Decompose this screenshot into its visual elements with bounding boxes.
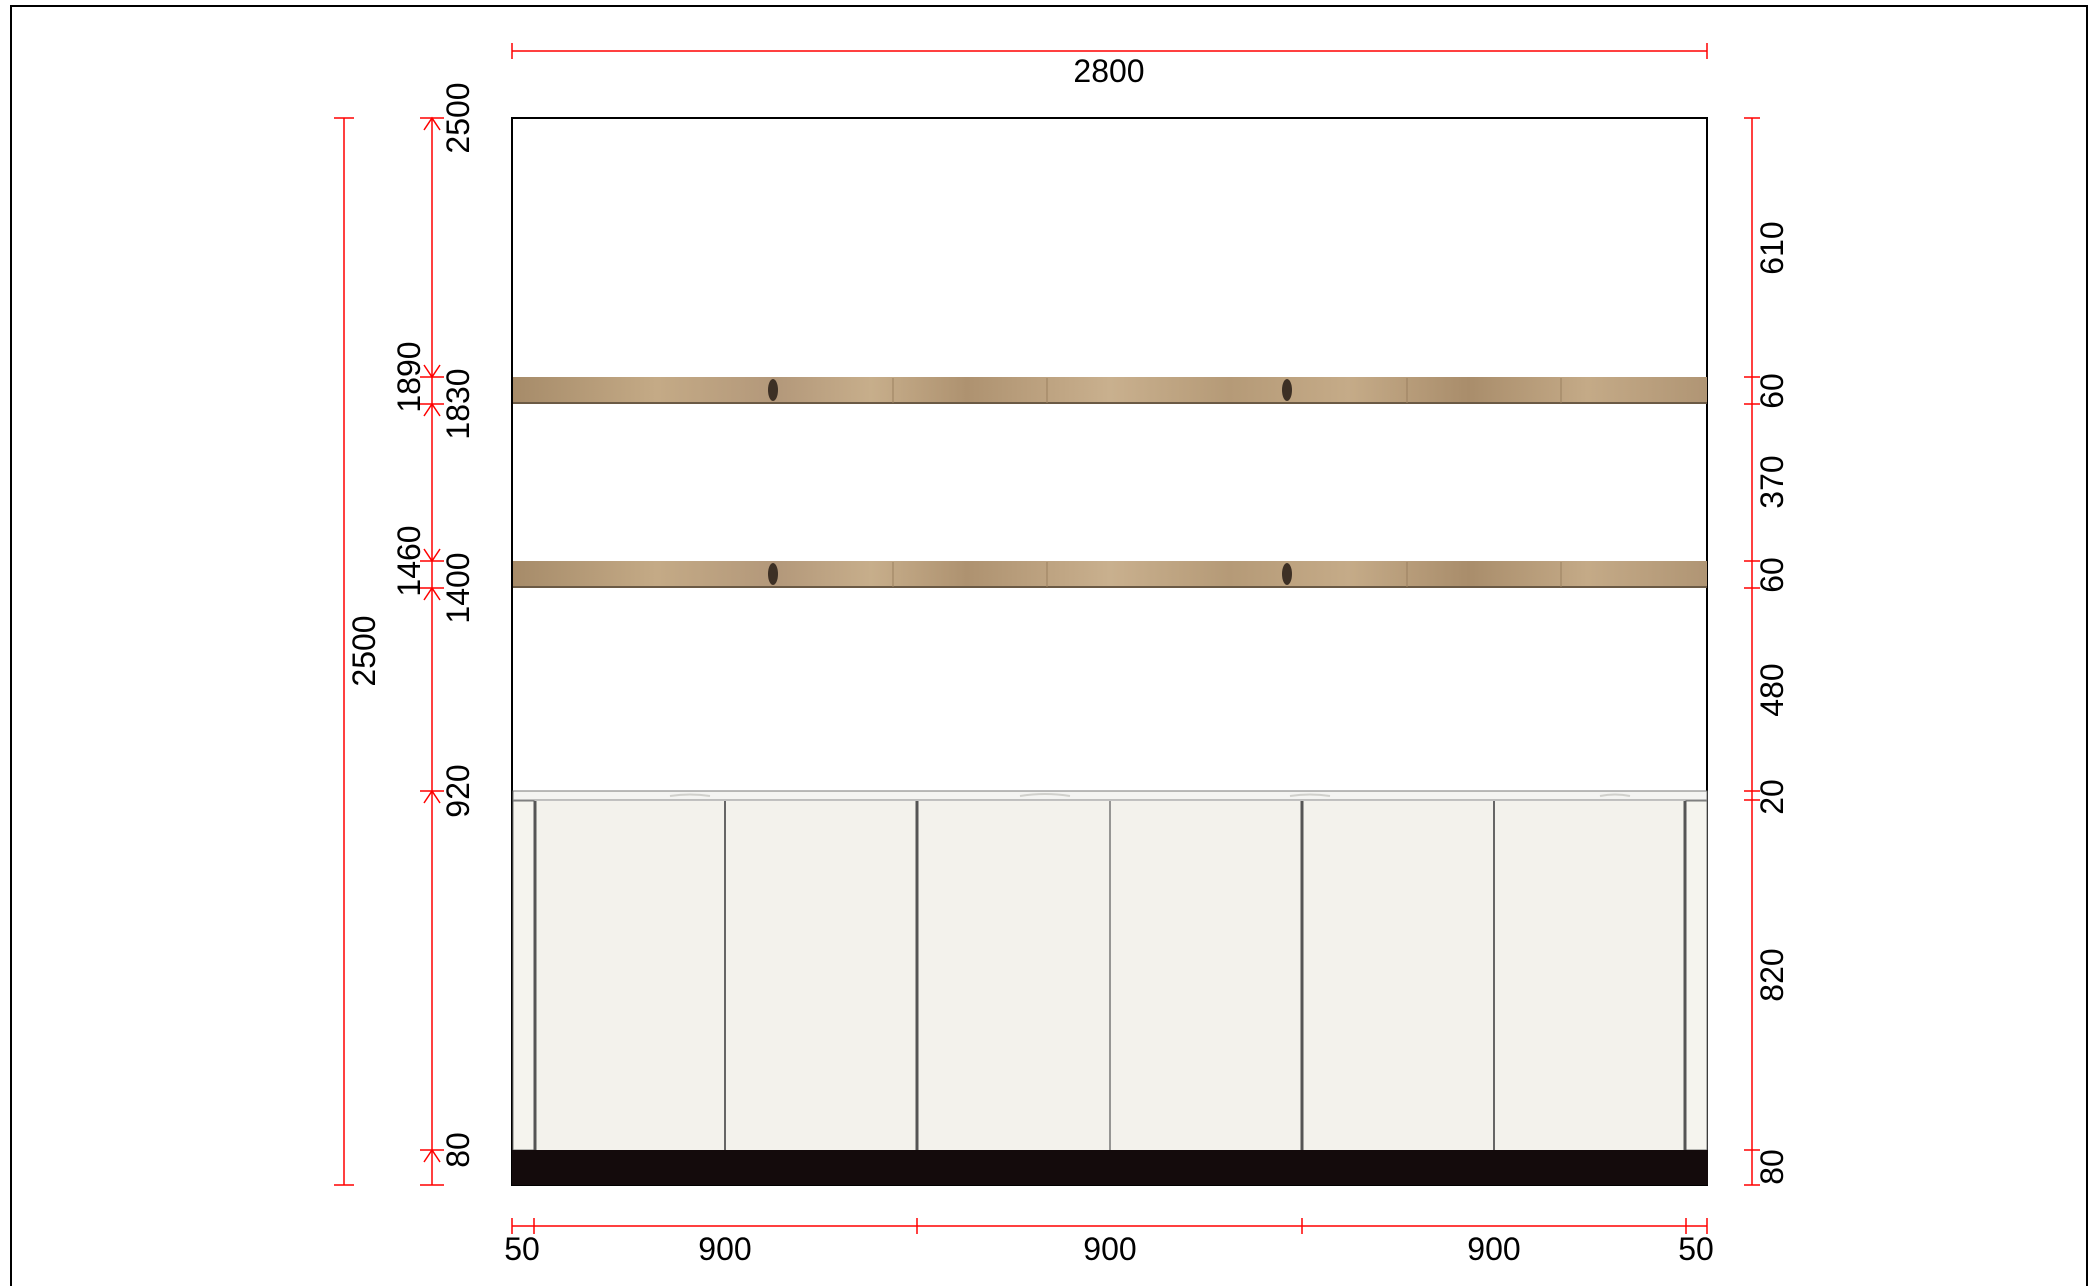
overall-width-label: 2800 [1073,53,1144,89]
bottom-900-2-label: 900 [1083,1231,1136,1267]
wood-knot [1282,379,1292,401]
bottom-50-left-label: 50 [504,1231,540,1267]
bottom-900-1-label: 900 [698,1231,751,1267]
wood-knot [768,563,778,585]
level-1890-label: 1890 [391,341,427,412]
level-920-label: 920 [440,764,476,817]
bottom-900-3-label: 900 [1467,1231,1520,1267]
segment-480-label: 480 [1754,663,1790,716]
base-cabinets [512,800,1708,1151]
level-80-label: 80 [440,1132,476,1168]
segment-370-label: 370 [1754,455,1790,508]
level-1830-label: 1830 [440,368,476,439]
level-2500-label: 2500 [440,82,476,153]
left-filler-panel [512,800,535,1151]
level-1400-label: 1400 [440,552,476,623]
lower-shelf [513,561,1707,588]
segment-60-lower-label: 60 [1754,557,1790,593]
plinth [512,1150,1708,1185]
segment-60-upper-label: 60 [1754,373,1790,409]
upper-shelf [513,377,1707,404]
segment-820-label: 820 [1754,948,1790,1001]
segment-80-label: 80 [1754,1149,1790,1185]
bottom-50-right-label: 50 [1678,1231,1714,1267]
left-total-height-label: 2500 [346,615,382,686]
wood-knot [768,379,778,401]
segment-20-label: 20 [1754,779,1790,815]
page-border [10,5,2088,1286]
level-1460-label: 1460 [391,525,427,596]
right-filler-panel [1685,800,1708,1151]
wood-knot [1282,563,1292,585]
segment-610-label: 610 [1754,221,1790,274]
